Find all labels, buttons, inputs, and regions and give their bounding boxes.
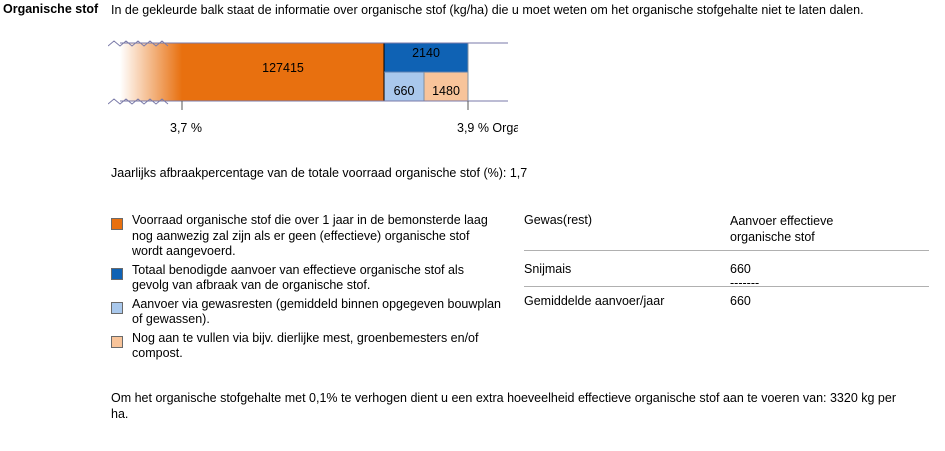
legend-swatch-blue	[111, 267, 123, 280]
segment-label-required: 2140	[412, 46, 440, 60]
tick-label-right: 3,9 % Organische stof	[457, 121, 518, 135]
legend-item-required: Totaal benodigde aanvoer van effectieve …	[111, 263, 501, 294]
legend-text: Totaal benodigde aanvoer van effectieve …	[132, 262, 464, 293]
table-total-label: Gemiddelde aanvoer/jaar	[524, 294, 665, 308]
table-header-supply: Aanvoer effectieve organische stof	[730, 214, 834, 244]
segment-label-stock: 127415	[262, 61, 304, 75]
table-cell-value: 660	[730, 262, 751, 276]
segment-label-remaining: 1480	[432, 84, 460, 98]
table-separator: -------	[730, 276, 760, 290]
bar-segment-required	[384, 43, 468, 72]
table-cell-crop: Snijmais	[524, 262, 572, 276]
table-header-crop: Gewas(rest)	[524, 213, 593, 227]
bar-fade-segment	[120, 43, 182, 101]
segment-label-crop-residue: 660	[394, 84, 415, 98]
legend-item-crop-residue: Aanvoer via gewasresten (gemiddeld binne…	[111, 297, 501, 328]
organic-matter-bar-chart: 127415 2140 660 1480 3,7 % 3,9 % Organis…	[108, 40, 518, 135]
table-divider	[524, 286, 929, 287]
intro-text: In de gekleurde balk staat de informatie…	[111, 3, 864, 17]
footer-text: Om het organische stofgehalte met 0,1% t…	[111, 391, 897, 421]
legend-item-stock: Voorraad organische stof die over 1 jaar…	[111, 213, 501, 260]
bar-segment-crop-residue	[384, 72, 424, 101]
table-divider	[524, 250, 929, 251]
decomposition-rate-text: Jaarlijks afbraakpercentage van de total…	[111, 166, 528, 180]
bar-break-bottom	[108, 98, 169, 105]
legend-text: Nog aan te vullen via bijv. dierlijke me…	[132, 330, 479, 361]
legend-swatch-peach	[111, 335, 123, 348]
legend-text: Voorraad organische stof die over 1 jaar…	[132, 213, 488, 258]
tick-label-left: 3,7 %	[170, 121, 202, 135]
table-total-value: 660	[730, 294, 751, 308]
legend: Voorraad organische stof die over 1 jaar…	[111, 213, 501, 365]
bar-segment-remaining	[424, 72, 468, 101]
legend-swatch-orange	[111, 218, 123, 230]
legend-text: Aanvoer via gewasresten (gemiddeld binne…	[132, 296, 502, 327]
bar-segment-stock	[182, 43, 384, 101]
legend-swatch-light-blue	[111, 301, 123, 314]
legend-item-remaining: Nog aan te vullen via bijv. dierlijke me…	[111, 331, 501, 362]
section-label: Organische stof	[3, 2, 99, 16]
bar-break-top	[108, 40, 169, 47]
